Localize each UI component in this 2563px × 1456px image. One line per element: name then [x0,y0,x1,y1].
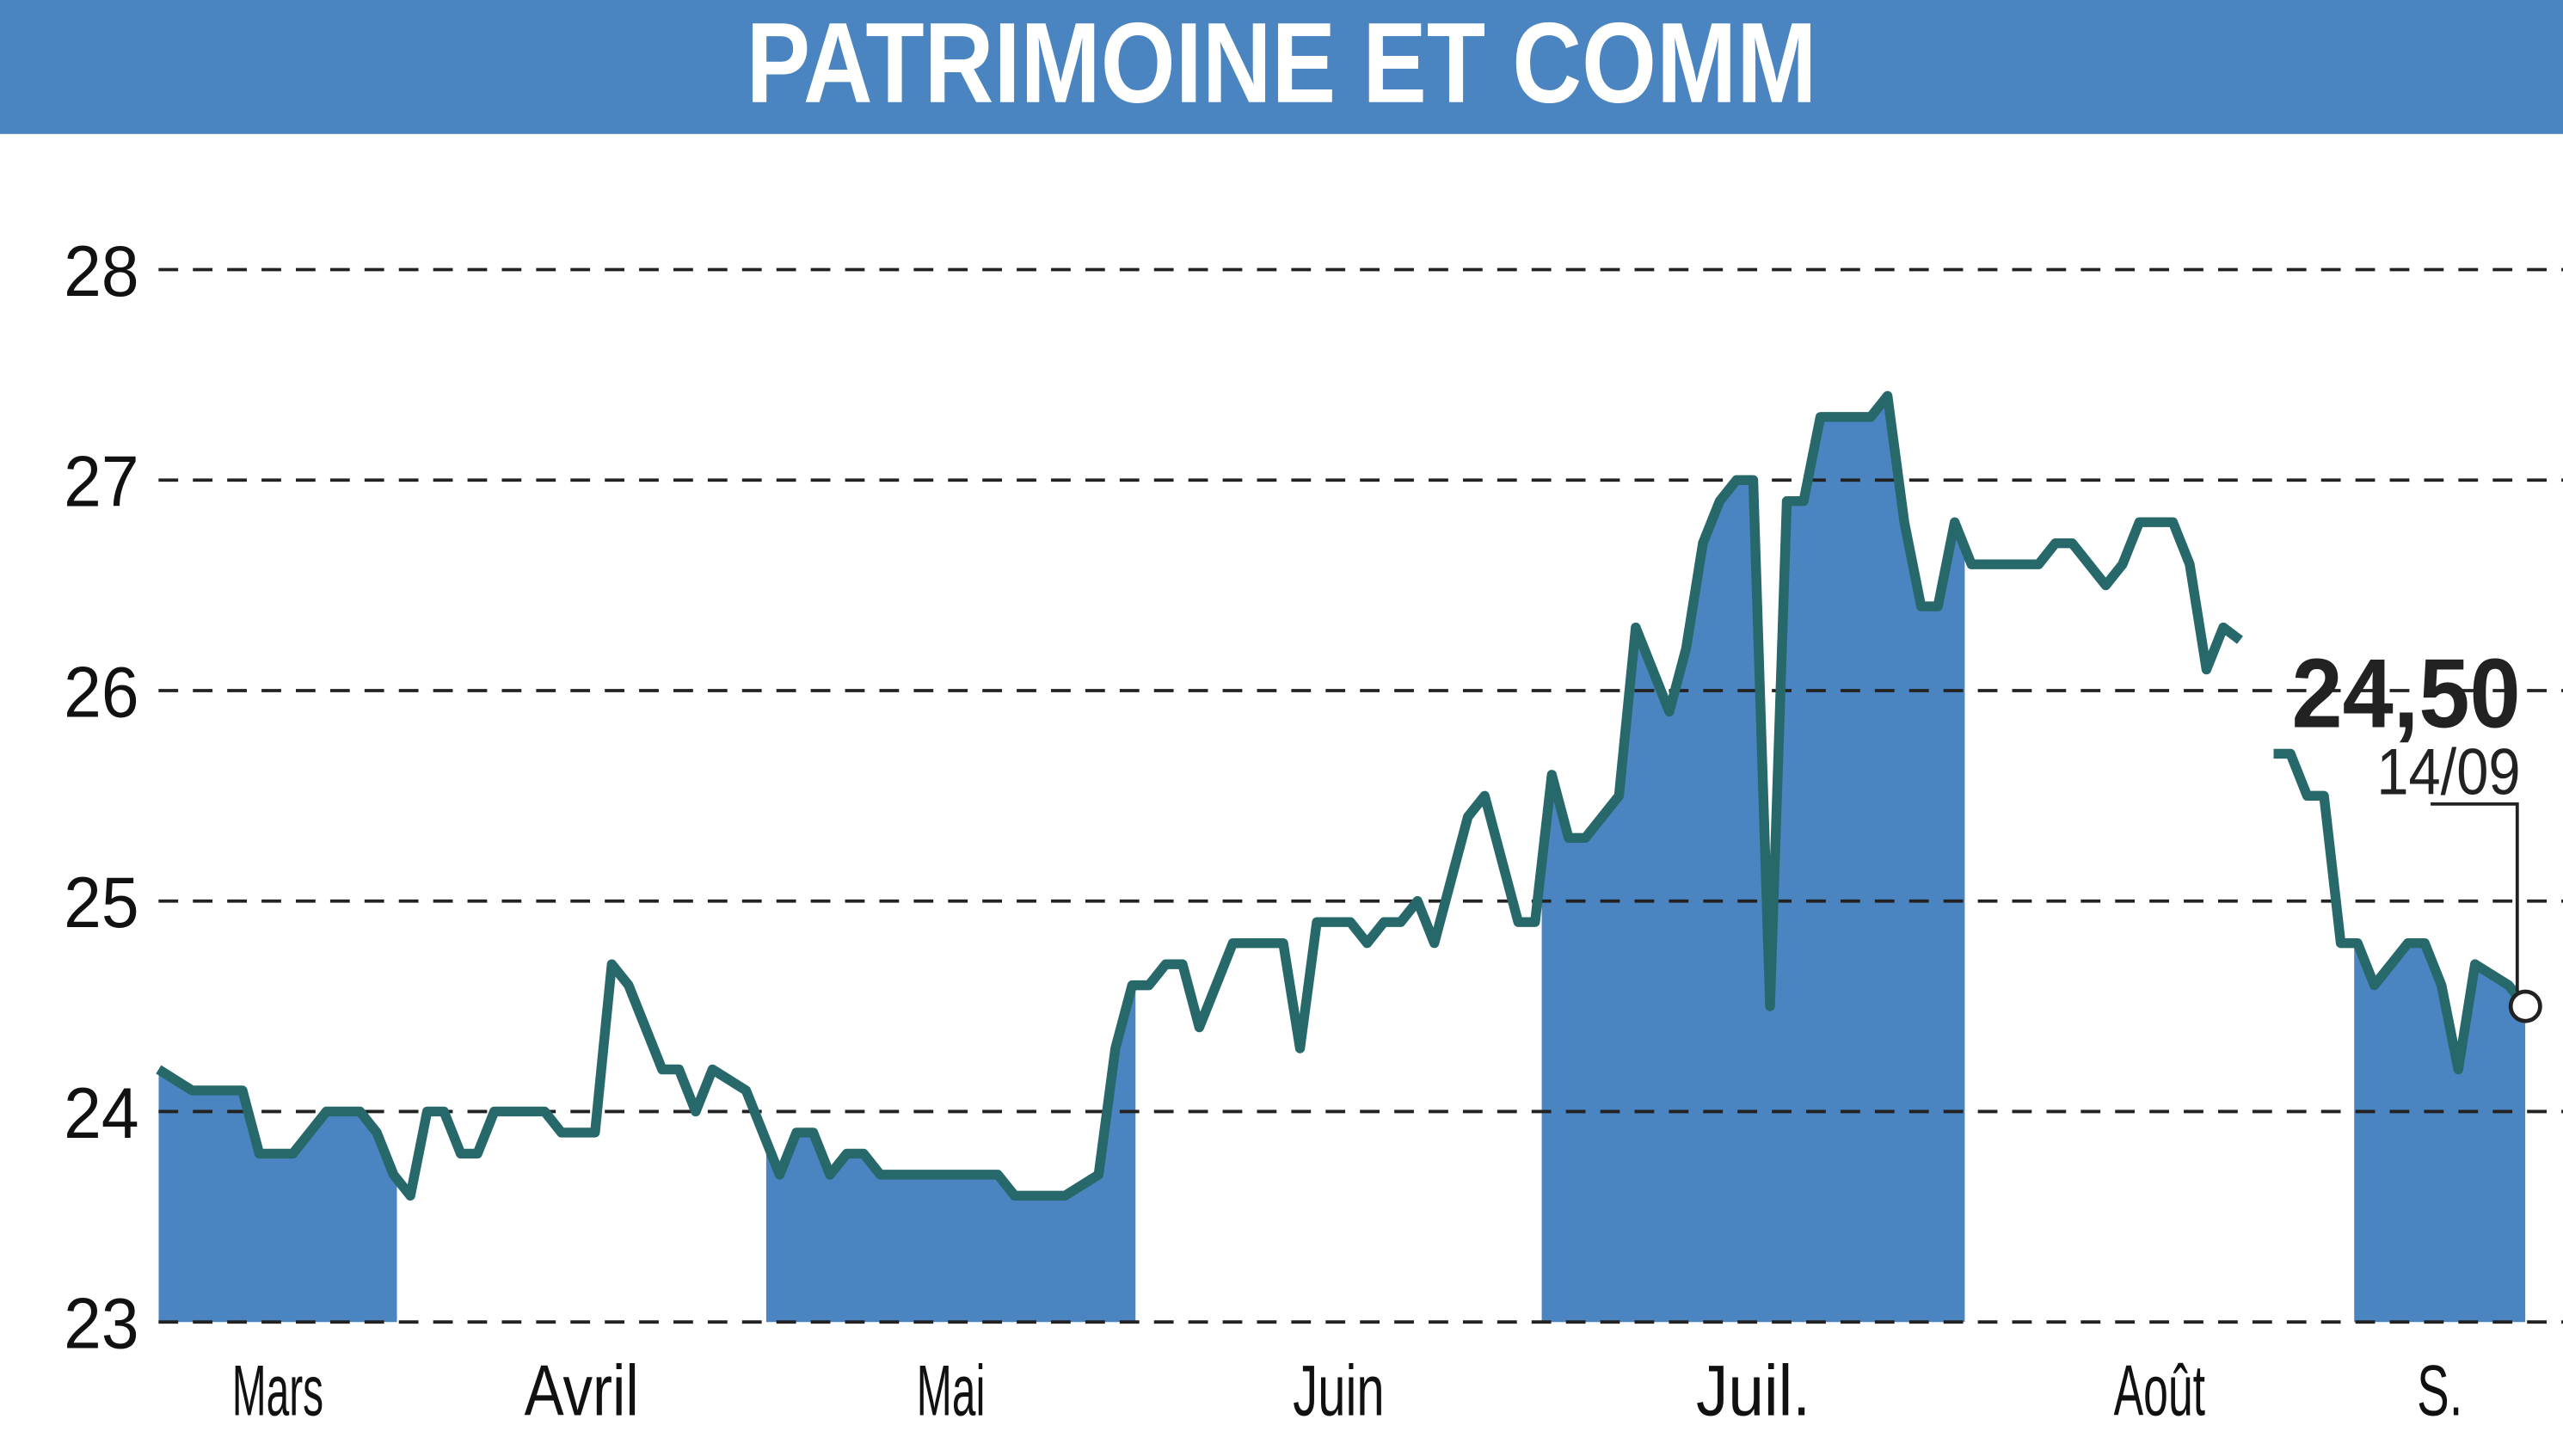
y-tick-label: 28 [64,230,138,311]
chart-title: PATRIMOINE ET COMM [747,0,1817,127]
y-tick-label: 27 [64,441,138,522]
title-bar [0,0,2563,134]
x-tick-label: Mai [917,1350,986,1431]
x-tick-label: S. [2417,1350,2462,1431]
x-tick-label: Juin [1293,1350,1384,1431]
y-tick-label: 26 [64,651,138,732]
last-date-label: 14/09 [2376,735,2520,808]
last-point [2508,989,2542,1023]
x-tick-label: Juil. [1696,1350,1810,1431]
leader-line [2431,802,2519,992]
y-tick-label: 23 [64,1283,138,1364]
x-tick-label: Mars [232,1350,323,1431]
x-tick-label: Août [2114,1350,2205,1431]
y-tick-label: 25 [64,862,138,943]
x-tick-label: Avril [525,1350,639,1431]
price-line [156,390,2529,1201]
last-value-label: 24,50 [2292,640,2521,749]
area [158,396,2526,1323]
y-tick-label: 24 [64,1072,138,1153]
